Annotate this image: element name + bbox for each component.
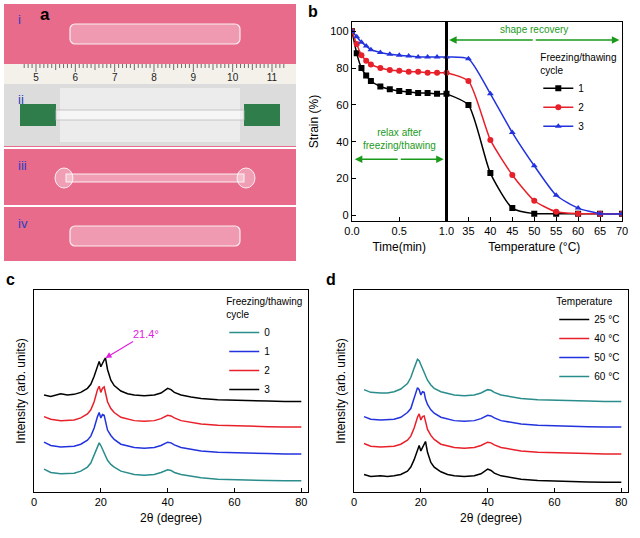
svg-text:9: 9	[191, 72, 197, 83]
svg-text:0: 0	[351, 496, 357, 508]
svg-text:5: 5	[33, 72, 39, 83]
svg-text:0: 0	[264, 327, 270, 338]
svg-text:2θ (degree): 2θ (degree)	[460, 511, 522, 525]
svg-text:i: i	[18, 12, 21, 27]
svg-text:60: 60	[228, 496, 240, 508]
svg-text:Temperature (°C): Temperature (°C)	[488, 240, 580, 254]
svg-text:50: 50	[528, 225, 540, 237]
svg-text:1: 1	[264, 346, 270, 357]
svg-text:8: 8	[151, 72, 157, 83]
svg-text:2: 2	[578, 102, 584, 113]
svg-text:a: a	[40, 5, 50, 24]
svg-text:1.0: 1.0	[439, 225, 454, 237]
svg-text:40 °C: 40 °C	[594, 333, 619, 344]
svg-text:70: 70	[616, 225, 628, 237]
svg-text:80: 80	[615, 496, 627, 508]
svg-text:d: d	[326, 271, 336, 288]
svg-text:20: 20	[336, 172, 348, 184]
svg-text:c: c	[6, 271, 15, 288]
svg-text:Freezing/thawingcycle: Freezing/thawingcycle	[226, 296, 302, 320]
svg-text:65: 65	[594, 225, 606, 237]
svg-text:55: 55	[550, 225, 562, 237]
svg-text:40: 40	[162, 496, 174, 508]
svg-text:ii: ii	[18, 92, 24, 107]
svg-text:Intensity (arb. units): Intensity (arb. units)	[14, 338, 28, 443]
svg-text:b: b	[308, 3, 318, 20]
svg-text:0: 0	[342, 209, 348, 221]
svg-text:11: 11	[267, 72, 278, 83]
svg-text:Freezing/thawingcycle: Freezing/thawingcycle	[540, 52, 616, 76]
svg-text:20: 20	[415, 496, 427, 508]
svg-text:21.4°: 21.4°	[133, 328, 159, 340]
svg-text:10: 10	[227, 72, 239, 83]
svg-text:iii: iii	[18, 158, 27, 173]
svg-text:0.5: 0.5	[392, 225, 407, 237]
svg-text:60: 60	[548, 496, 560, 508]
svg-text:25 °C: 25 °C	[594, 314, 619, 325]
svg-text:3: 3	[264, 384, 270, 395]
svg-text:Strain (%): Strain (%)	[307, 95, 321, 148]
svg-text:0: 0	[31, 496, 37, 508]
svg-text:80: 80	[336, 62, 348, 74]
svg-text:20: 20	[95, 496, 107, 508]
svg-text:40: 40	[482, 496, 494, 508]
svg-text:Intensity (arb. units): Intensity (arb. units)	[334, 338, 348, 443]
svg-text:Temperature: Temperature	[556, 296, 613, 307]
svg-text:shape recovery: shape recovery	[500, 24, 568, 35]
svg-text:35: 35	[462, 225, 474, 237]
svg-text:6: 6	[73, 72, 79, 83]
svg-text:40: 40	[336, 136, 348, 148]
svg-text:2θ (degree): 2θ (degree)	[140, 511, 202, 525]
svg-text:60: 60	[336, 99, 348, 111]
svg-text:3: 3	[578, 121, 584, 132]
svg-text:1: 1	[578, 83, 584, 94]
svg-text:60 °C: 60 °C	[594, 371, 619, 382]
svg-text:80: 80	[295, 496, 307, 508]
svg-text:iv: iv	[18, 216, 28, 231]
svg-text:relax afterfreezing/thawing: relax afterfreezing/thawing	[363, 127, 436, 151]
svg-text:100: 100	[330, 25, 348, 37]
svg-text:2: 2	[264, 365, 270, 376]
svg-text:60: 60	[572, 225, 584, 237]
svg-text:50 °C: 50 °C	[594, 352, 619, 363]
svg-text:Time(min): Time(min)	[372, 240, 426, 254]
svg-text:45: 45	[506, 225, 518, 237]
svg-text:7: 7	[112, 72, 118, 83]
svg-text:0.0: 0.0	[344, 225, 359, 237]
svg-text:40: 40	[484, 225, 496, 237]
